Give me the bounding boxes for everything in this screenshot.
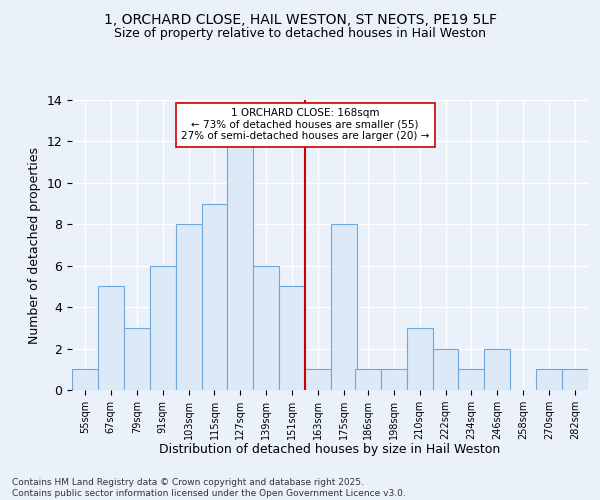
Bar <box>355 370 381 390</box>
Text: 1, ORCHARD CLOSE, HAIL WESTON, ST NEOTS, PE19 5LF: 1, ORCHARD CLOSE, HAIL WESTON, ST NEOTS,… <box>104 12 497 26</box>
Y-axis label: Number of detached properties: Number of detached properties <box>28 146 41 344</box>
Bar <box>458 370 484 390</box>
Bar <box>331 224 357 390</box>
Bar <box>407 328 433 390</box>
Bar <box>253 266 279 390</box>
Bar <box>150 266 176 390</box>
Bar <box>484 348 510 390</box>
Bar <box>98 286 124 390</box>
Bar <box>433 348 458 390</box>
Bar <box>305 370 331 390</box>
Bar <box>279 286 305 390</box>
Text: Distribution of detached houses by size in Hail Weston: Distribution of detached houses by size … <box>160 442 500 456</box>
Text: 1 ORCHARD CLOSE: 168sqm
← 73% of detached houses are smaller (55)
27% of semi-de: 1 ORCHARD CLOSE: 168sqm ← 73% of detache… <box>181 108 430 142</box>
Bar <box>124 328 150 390</box>
Bar <box>176 224 202 390</box>
Bar <box>562 370 588 390</box>
Bar <box>227 142 253 390</box>
Bar <box>381 370 407 390</box>
Bar <box>202 204 227 390</box>
Text: Size of property relative to detached houses in Hail Weston: Size of property relative to detached ho… <box>114 28 486 40</box>
Text: Contains HM Land Registry data © Crown copyright and database right 2025.
Contai: Contains HM Land Registry data © Crown c… <box>12 478 406 498</box>
Bar <box>72 370 98 390</box>
Bar <box>536 370 562 390</box>
